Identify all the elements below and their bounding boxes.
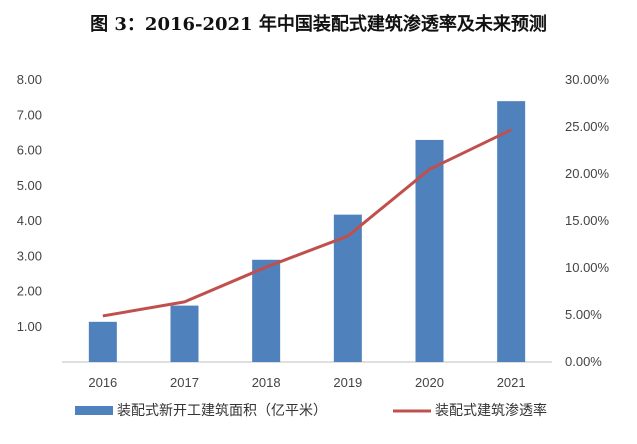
x-tick-label: 2017 xyxy=(170,375,199,390)
chart-title: 图 3：2016-2021 年中国装配式建筑渗透率及未来预测 xyxy=(90,14,547,35)
y-left-tick-label: 3.00 xyxy=(17,248,42,263)
bar xyxy=(497,101,526,363)
y-right-tick-label: 0.00% xyxy=(565,354,602,369)
bar xyxy=(415,139,444,362)
y-left-tick-label: 5.00 xyxy=(17,178,42,193)
penetration-rate-line xyxy=(102,128,512,318)
legend-line-label: 装配式建筑渗透率 xyxy=(435,402,547,419)
y-left-tick-label: 4.00 xyxy=(17,213,42,228)
y-right-tick-label: 20.00% xyxy=(565,166,610,181)
y-left-tick-label: 1.00 xyxy=(17,319,42,334)
y-right-tick-label: 30.00% xyxy=(565,72,610,87)
x-tick-label: 2021 xyxy=(497,375,526,390)
y-right-tick-label: 25.00% xyxy=(565,119,610,134)
bar xyxy=(170,305,199,362)
y-right-tick-label: 15.00% xyxy=(565,213,610,228)
x-tick-label: 2020 xyxy=(415,375,444,390)
y-left-tick-label: 6.00 xyxy=(17,143,42,158)
x-tick-label: 2018 xyxy=(252,375,281,390)
legend-bar-swatch xyxy=(75,406,113,415)
bar xyxy=(252,259,281,362)
y-left-tick-label: 8.00 xyxy=(17,72,42,87)
y-right-tick-label: 10.00% xyxy=(565,260,610,275)
x-tick-label: 2016 xyxy=(88,375,117,390)
y-right-tick-label: 5.00% xyxy=(565,307,602,322)
x-tick-label: 2019 xyxy=(333,375,362,390)
y-left-tick-label: 7.00 xyxy=(17,107,42,122)
legend-bar-label: 装配式新开工建筑面积（亿平米） xyxy=(117,403,327,419)
bar xyxy=(88,321,117,362)
y-left-tick-label: 2.00 xyxy=(17,284,42,299)
